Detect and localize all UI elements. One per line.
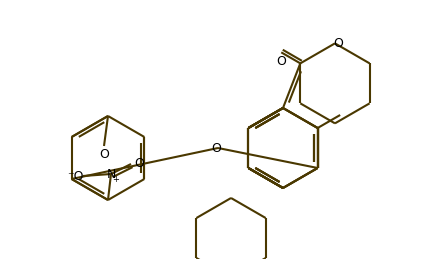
Text: N: N [106, 168, 116, 181]
Text: O: O [211, 141, 221, 155]
Text: O: O [99, 147, 109, 161]
Text: +: + [112, 176, 119, 184]
Text: O: O [333, 37, 343, 50]
Text: ⁻O: ⁻O [67, 170, 83, 183]
Text: O: O [276, 55, 286, 68]
Text: O: O [134, 156, 144, 169]
